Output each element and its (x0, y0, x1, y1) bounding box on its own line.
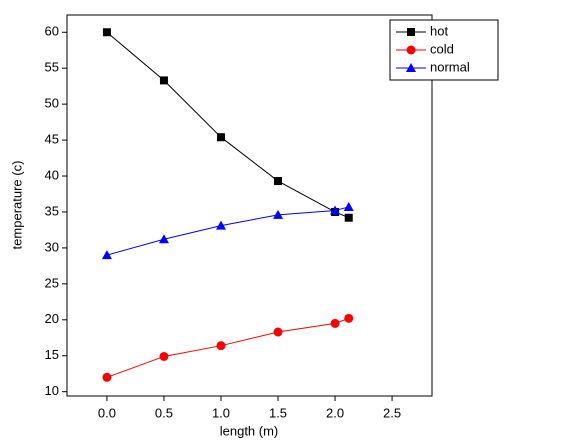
series-line (106, 317, 349, 378)
y-tick-label: 60 (45, 24, 59, 39)
x-tick-label: 2.5 (383, 405, 401, 420)
series-line (106, 31, 349, 219)
legend-label: normal (430, 59, 470, 74)
y-axis-label: temperature (c) (9, 161, 24, 250)
marker (102, 28, 111, 37)
marker (344, 313, 354, 323)
series-line (106, 206, 349, 256)
legend-label: cold (430, 41, 454, 56)
y-tick-label: 45 (45, 132, 59, 147)
x-tick-label: 0.5 (155, 405, 173, 420)
y-tick-label: 15 (45, 347, 59, 362)
y-tick-label: 35 (45, 203, 59, 218)
y-tick-label: 25 (45, 275, 59, 290)
y-tick-label: 20 (45, 311, 59, 326)
x-tick-label: 1.5 (269, 405, 287, 420)
y-tick-label: 30 (45, 239, 59, 254)
marker (158, 234, 169, 244)
marker (273, 209, 284, 219)
x-tick-label: 0.0 (98, 405, 116, 420)
marker (344, 213, 353, 222)
marker (406, 45, 416, 55)
marker (330, 205, 341, 215)
x-tick-label: 2.0 (326, 405, 344, 420)
legend-label: hot (430, 23, 448, 38)
y-tick-label: 40 (45, 167, 59, 182)
marker (273, 327, 283, 337)
marker (216, 341, 226, 351)
marker (215, 220, 226, 230)
marker (274, 177, 283, 186)
y-tick-label: 55 (45, 60, 59, 75)
marker (101, 250, 112, 260)
marker (102, 372, 112, 382)
y-tick-label: 10 (45, 383, 59, 398)
marker (159, 76, 168, 85)
x-axis-label: length (m) (220, 423, 279, 438)
x-tick-label: 1.0 (212, 405, 230, 420)
marker (159, 351, 169, 361)
marker (216, 133, 225, 142)
plot-frame (66, 14, 433, 397)
marker (330, 318, 340, 328)
marker (406, 63, 416, 72)
y-tick-label: 50 (45, 96, 59, 111)
marker (407, 28, 415, 36)
marker (343, 201, 354, 211)
